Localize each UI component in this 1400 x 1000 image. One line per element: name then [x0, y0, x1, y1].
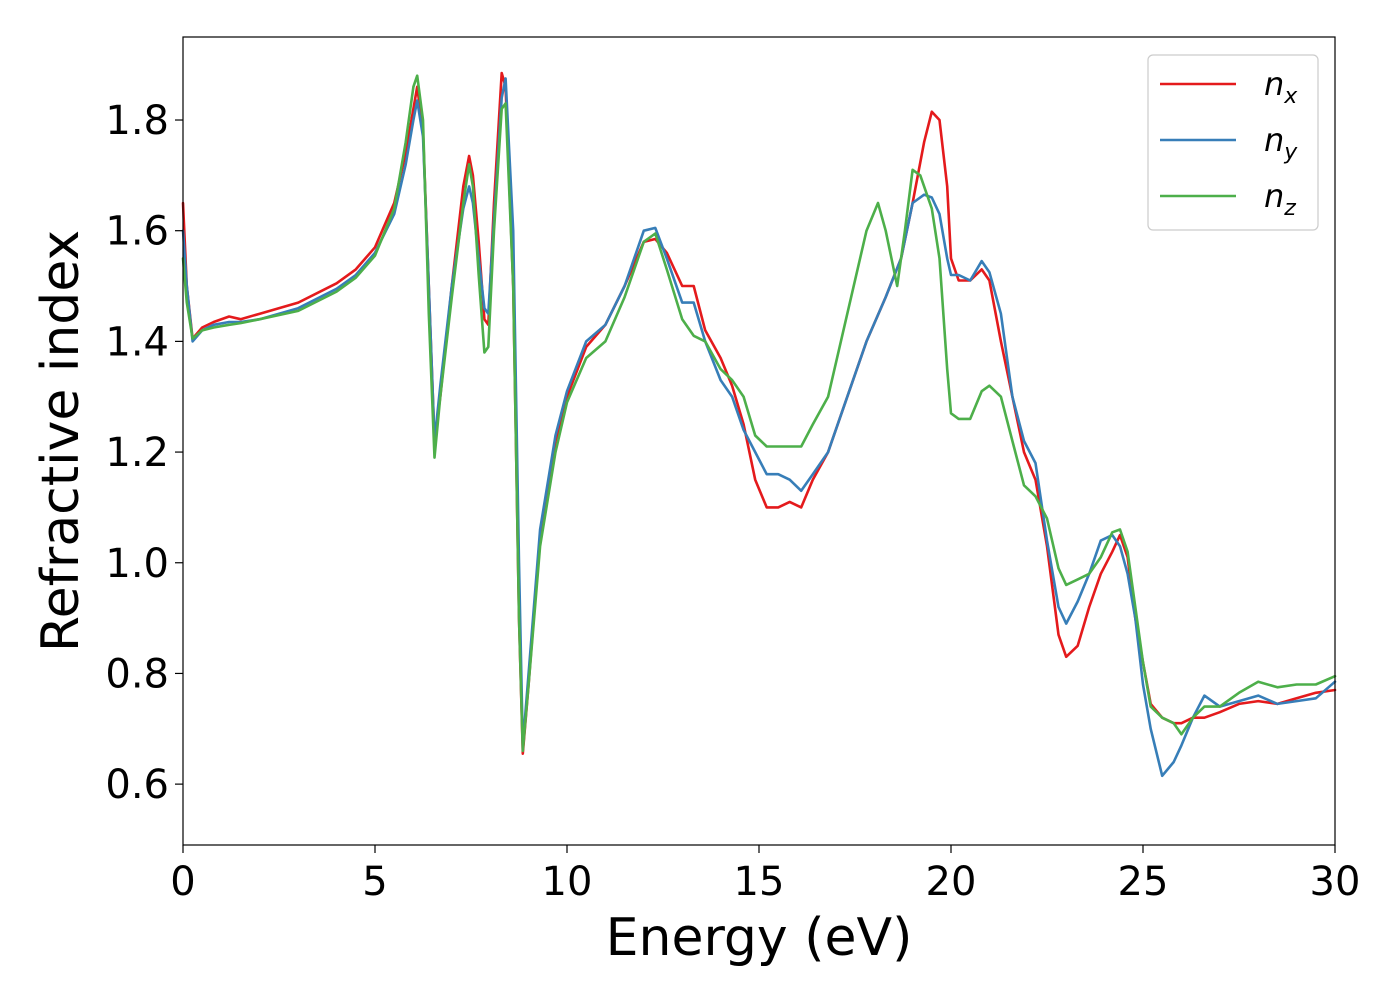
- series-line-z: [181, 74, 1337, 753]
- x-tick-label: 20: [926, 859, 977, 905]
- y-tick-label: 0.6: [105, 762, 169, 808]
- x-axis: 0 5 10 15 20 25 30: [170, 845, 1360, 905]
- x-axis-title: Energy (eV): [606, 908, 913, 968]
- x-tick-label: 25: [1118, 859, 1169, 905]
- y-tick-label: 1.4: [105, 319, 169, 365]
- legend-frame: [1147, 54, 1319, 231]
- series-layer: [181, 71, 1337, 778]
- y-axis: 0.6 0.8 1.0 1.2 1.4 1.6 1.8: [105, 98, 183, 808]
- y-axis-title: Refractive index: [31, 230, 91, 652]
- legend-label-z: nz: [1264, 177, 1296, 221]
- y-tick-label: 1.0: [105, 541, 169, 587]
- legend-label-y: ny: [1264, 121, 1298, 165]
- legend: nx ny nz: [1147, 54, 1319, 231]
- x-tick-label: 15: [734, 859, 785, 905]
- x-tick-label: 0: [170, 859, 195, 905]
- plot-background: [183, 37, 1335, 845]
- x-tick-label: 10: [542, 859, 593, 905]
- x-tick-label: 5: [362, 859, 387, 905]
- x-tick-label: 30: [1310, 859, 1361, 905]
- y-tick-label: 1.2: [105, 430, 169, 476]
- y-tick-label: 0.8: [105, 651, 169, 697]
- legend-label-x: nx: [1264, 65, 1298, 109]
- y-tick-label: 1.6: [105, 209, 169, 255]
- y-tick-label: 1.8: [105, 98, 169, 144]
